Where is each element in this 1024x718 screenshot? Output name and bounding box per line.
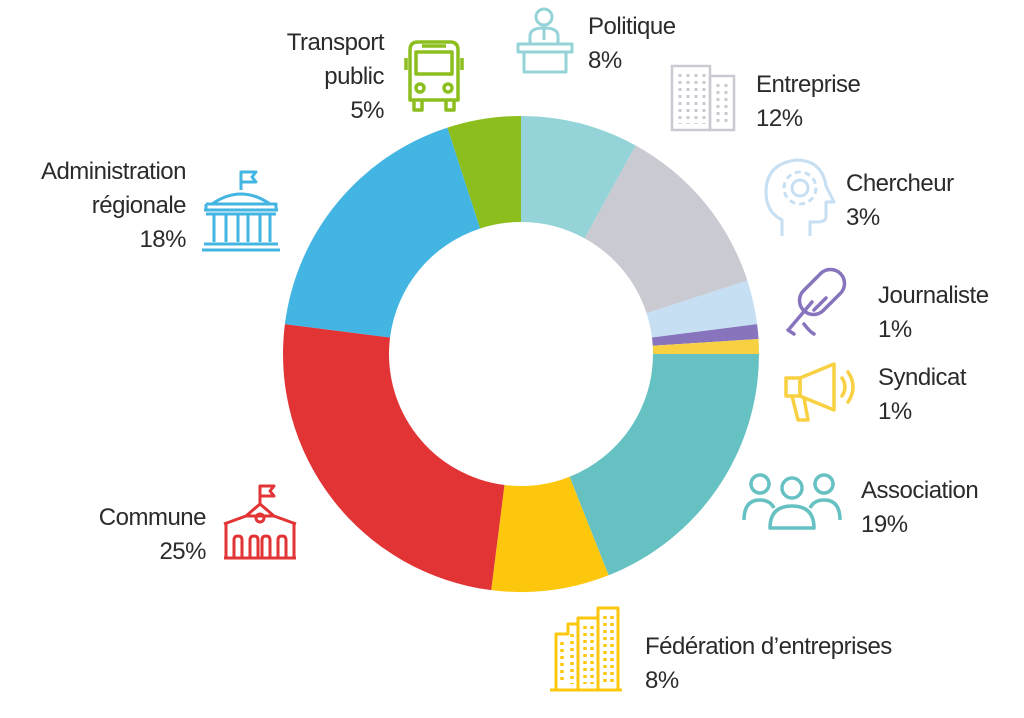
label-transport-name-1: Transport bbox=[286, 29, 385, 56]
label-chercheur-name: Chercheur bbox=[846, 170, 954, 197]
label-association-name: Association bbox=[861, 477, 979, 504]
label-administration: Administration régionale 18% bbox=[2, 155, 187, 257]
label-chercheur-value: 3% bbox=[846, 204, 880, 231]
podium-speaker-icon bbox=[514, 6, 576, 74]
label-syndicat-name: Syndicat bbox=[878, 364, 967, 391]
people-group-icon bbox=[740, 470, 844, 532]
label-journaliste-value: 1% bbox=[878, 316, 912, 343]
label-transport-value: 5% bbox=[350, 97, 384, 124]
label-commune: Commune 25% bbox=[60, 501, 207, 569]
city-buildings-icon bbox=[548, 604, 624, 692]
label-journaliste-name: Journaliste bbox=[878, 282, 989, 309]
donut-slice-9 bbox=[447, 116, 521, 229]
label-entreprise-name: Entreprise bbox=[756, 71, 861, 98]
label-administration-name-1: Administration bbox=[40, 158, 187, 185]
donut-slice-8 bbox=[284, 127, 481, 338]
label-politique-name: Politique bbox=[588, 13, 676, 40]
donut-slice-4 bbox=[652, 339, 759, 354]
government-building-icon bbox=[200, 170, 282, 252]
town-hall-icon bbox=[220, 484, 300, 560]
donut-slice-0 bbox=[521, 116, 636, 239]
donut-slice-6 bbox=[491, 476, 609, 592]
label-syndicat: Syndicat 1% bbox=[878, 361, 967, 429]
label-entreprise-value: 12% bbox=[756, 105, 803, 132]
head-gear-icon bbox=[760, 150, 840, 240]
donut-slice-2 bbox=[646, 280, 758, 338]
label-federation-name: Fédération d’entreprises bbox=[645, 633, 892, 660]
label-administration-value: 18% bbox=[139, 226, 186, 253]
donut-slice-5 bbox=[569, 354, 759, 576]
label-association-value: 19% bbox=[861, 511, 908, 538]
donut-slice-7 bbox=[283, 324, 505, 591]
label-administration-name-2: régionale bbox=[91, 192, 187, 219]
label-transport: Transport public 5% bbox=[230, 26, 385, 128]
label-commune-value: 25% bbox=[159, 538, 206, 565]
microphone-icon bbox=[784, 258, 860, 336]
label-chercheur: Chercheur 3% bbox=[846, 167, 954, 235]
label-association: Association 19% bbox=[861, 474, 979, 542]
label-federation-value: 8% bbox=[645, 667, 679, 694]
label-entreprise: Entreprise 12% bbox=[756, 68, 861, 136]
megaphone-icon bbox=[782, 358, 862, 424]
bus-icon bbox=[404, 40, 464, 112]
label-journaliste: Journaliste 1% bbox=[878, 279, 989, 347]
office-building-icon bbox=[668, 60, 740, 132]
label-commune-name: Commune bbox=[98, 504, 207, 531]
label-federation: Fédération d’entreprises 8% bbox=[645, 630, 892, 698]
donut-slice-3 bbox=[651, 324, 759, 346]
donut-slice-1 bbox=[584, 145, 748, 314]
label-transport-name-2: public bbox=[324, 63, 384, 90]
label-syndicat-value: 1% bbox=[878, 398, 912, 425]
label-politique: Politique 8% bbox=[588, 10, 676, 78]
label-politique-value: 8% bbox=[588, 47, 622, 74]
